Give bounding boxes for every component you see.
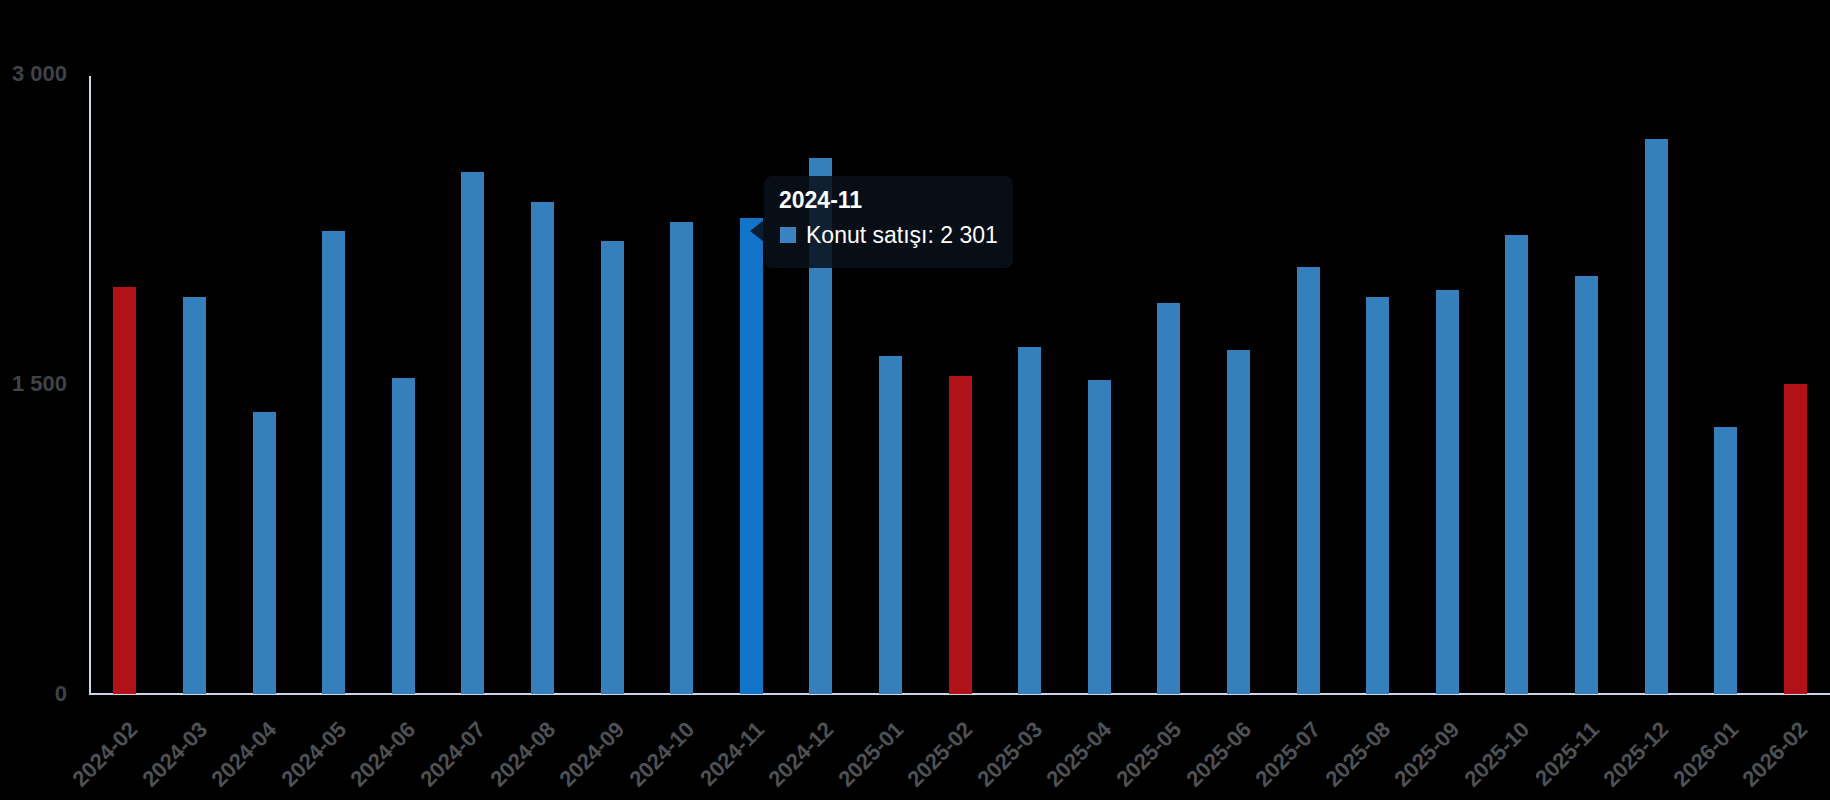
x-tick-label: 2025-08 [1320, 717, 1395, 792]
y-tick-label: 3 000 [0, 61, 67, 87]
bar-2024-07[interactable] [461, 172, 484, 694]
tooltip-row: Konut satışı: 2 301 [780, 222, 1001, 248]
tooltip: 2024-11 Konut satışı: 2 301 [764, 176, 1013, 268]
bar-2024-08[interactable] [531, 202, 554, 694]
bar-2025-07[interactable] [1297, 267, 1320, 694]
x-tick-label: 2024-10 [624, 717, 699, 792]
x-tick-label: 2025-06 [1181, 717, 1256, 792]
bar-2024-06[interactable] [392, 378, 415, 694]
x-tick-label: 2024-02 [68, 717, 143, 792]
bar-2024-11[interactable] [740, 218, 763, 694]
bar-2025-08[interactable] [1366, 297, 1389, 694]
x-tick-label: 2025-01 [833, 717, 908, 792]
y-tick-label: 0 [0, 681, 67, 707]
bar-2026-01[interactable] [1714, 427, 1737, 694]
bar-2025-12[interactable] [1645, 139, 1668, 694]
tooltip-value: Konut satışı: 2 301 [806, 222, 998, 248]
y-axis-line [89, 76, 91, 694]
x-tick-label: 2024-04 [207, 717, 282, 792]
y-tick-label: 1 500 [0, 371, 67, 397]
x-tick-label: 2025-05 [1112, 717, 1187, 792]
bar-2025-10[interactable] [1505, 235, 1528, 694]
x-tick-label: 2024-07 [416, 717, 491, 792]
bar-2025-02[interactable] [949, 376, 972, 694]
x-tick-label: 2024-11 [695, 717, 770, 792]
bar-2024-02[interactable] [113, 287, 136, 694]
tooltip-arrow-icon [750, 220, 764, 242]
bar-2025-05[interactable] [1157, 303, 1180, 694]
series-marker-icon [780, 227, 796, 243]
tooltip-title: 2024-11 [779, 188, 1001, 212]
x-tick-label: 2026-02 [1738, 717, 1813, 792]
x-tick-label: 2025-09 [1390, 717, 1465, 792]
housing-sales-bar-chart: 3 000 1 500 0 2024-022024-032024-042024-05… [0, 0, 1830, 800]
bar-2025-06[interactable] [1227, 350, 1250, 694]
x-tick-label: 2024-09 [555, 717, 630, 792]
bar-2024-09[interactable] [601, 241, 624, 694]
bar-2025-04[interactable] [1088, 380, 1111, 694]
x-tick-label: 2025-03 [972, 717, 1047, 792]
x-tick-label: 2024-12 [764, 717, 839, 792]
bar-2025-01[interactable] [879, 356, 902, 694]
bar-2026-02[interactable] [1784, 384, 1807, 694]
bar-2024-05[interactable] [322, 231, 345, 694]
bar-2025-11[interactable] [1575, 276, 1598, 695]
x-tick-label: 2025-07 [1251, 717, 1326, 792]
x-tick-label: 2024-05 [276, 717, 351, 792]
x-tick-label: 2025-04 [1042, 717, 1117, 792]
bar-2024-03[interactable] [183, 297, 206, 694]
x-tick-label: 2024-08 [485, 717, 560, 792]
bar-2025-03[interactable] [1018, 347, 1041, 694]
x-tick-label: 2024-06 [346, 717, 421, 792]
x-tick-label: 2024-03 [137, 717, 212, 792]
bar-2025-09[interactable] [1436, 290, 1459, 694]
bar-2024-10[interactable] [670, 222, 693, 694]
x-tick-label: 2025-11 [1530, 717, 1605, 792]
x-tick-label: 2025-12 [1599, 717, 1674, 792]
bar-2024-04[interactable] [253, 412, 276, 694]
x-tick-label: 2025-02 [903, 717, 978, 792]
x-tick-label: 2026-01 [1668, 717, 1743, 792]
x-tick-label: 2025-10 [1460, 717, 1535, 792]
